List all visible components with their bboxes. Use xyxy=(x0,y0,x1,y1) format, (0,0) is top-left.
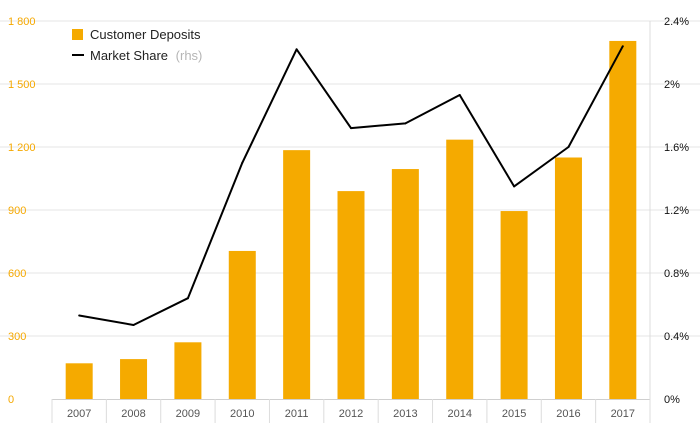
legend-swatch-customer-deposits xyxy=(72,29,83,40)
market-share-point-2017 xyxy=(621,45,624,48)
bar-2013 xyxy=(391,169,419,399)
legend: Customer Deposits Market Share (rhs) xyxy=(72,27,202,63)
x-tick-label: 2008 xyxy=(121,408,145,420)
legend-label-market-share: Market Share xyxy=(90,48,168,63)
right-y-tick-label: 0.4% xyxy=(664,331,689,343)
legend-label-customer-deposits: Customer Deposits xyxy=(90,27,201,42)
bar-2007 xyxy=(65,363,93,399)
right-y-tick-label: 0.8% xyxy=(664,268,689,280)
x-tick-label: 2007 xyxy=(67,408,91,420)
x-tick-label: 2017 xyxy=(611,408,635,420)
x-tick-label: 2015 xyxy=(502,408,526,420)
market-share-point-2012 xyxy=(350,127,352,130)
bar-2012 xyxy=(337,191,365,399)
market-share-point-2008 xyxy=(132,323,135,326)
left-y-tick-label: 0 xyxy=(8,394,14,406)
legend-label-rhs-note: (rhs) xyxy=(176,48,203,63)
market-share-point-2015 xyxy=(513,185,516,188)
x-tick-label: 2011 xyxy=(285,408,309,420)
bar-2014 xyxy=(446,139,474,399)
bar-series-customer-deposits xyxy=(65,40,637,399)
market-share-point-2013 xyxy=(404,122,407,125)
x-axis xyxy=(51,21,651,423)
market-share-point-2009 xyxy=(186,297,189,300)
line-series-market-share xyxy=(78,45,624,326)
svg-text:Market Share (rhs): Market Share (rhs) xyxy=(90,48,202,63)
left-y-tick-label: 600 xyxy=(8,268,26,280)
left-y-tick-label: 1 500 xyxy=(8,79,36,91)
left-y-axis: 0 300 600 900 1 200 1 500 1 800 xyxy=(8,16,36,406)
x-tick-label: 2009 xyxy=(176,408,200,420)
bar-2010 xyxy=(228,250,256,399)
right-y-tick-label: 1.6% xyxy=(664,142,689,154)
bar-2015 xyxy=(500,211,528,399)
left-y-tick-label: 1 200 xyxy=(8,142,36,154)
right-y-tick-label: 2.4% xyxy=(664,16,689,28)
x-tick-label: 2016 xyxy=(556,408,580,420)
right-y-tick-label: 1.2% xyxy=(664,205,689,217)
right-y-axis: 0% 0.4% 0.8% 1.2% 1.6% 2% 2.4% xyxy=(664,16,689,406)
bar-2016 xyxy=(554,157,582,399)
left-y-tick-label: 900 xyxy=(8,205,26,217)
right-y-tick-label: 2% xyxy=(664,79,680,91)
left-y-tick-label: 1 800 xyxy=(8,16,36,28)
bar-2017 xyxy=(609,40,637,399)
right-y-tick-label: 0% xyxy=(664,394,680,406)
market-share-point-2014 xyxy=(458,94,461,97)
x-tick-label: 2012 xyxy=(339,408,363,420)
market-share-point-2016 xyxy=(567,146,570,148)
x-axis-tick-labels: 2007 2008 2009 2010 2011 2012 2013 2014 2015 2016… xyxy=(67,408,635,420)
bar-2008 xyxy=(120,359,148,399)
x-tick-label: 2010 xyxy=(230,408,254,420)
bar-2009 xyxy=(174,342,202,399)
left-y-tick-label: 300 xyxy=(8,331,26,343)
x-tick-label: 2014 xyxy=(447,408,471,420)
market-share-point-2007 xyxy=(78,314,81,317)
bar-2011 xyxy=(283,150,311,399)
market-share-point-2010 xyxy=(241,161,244,164)
market-share-point-2011 xyxy=(295,48,298,51)
x-tick-label: 2013 xyxy=(393,408,417,420)
